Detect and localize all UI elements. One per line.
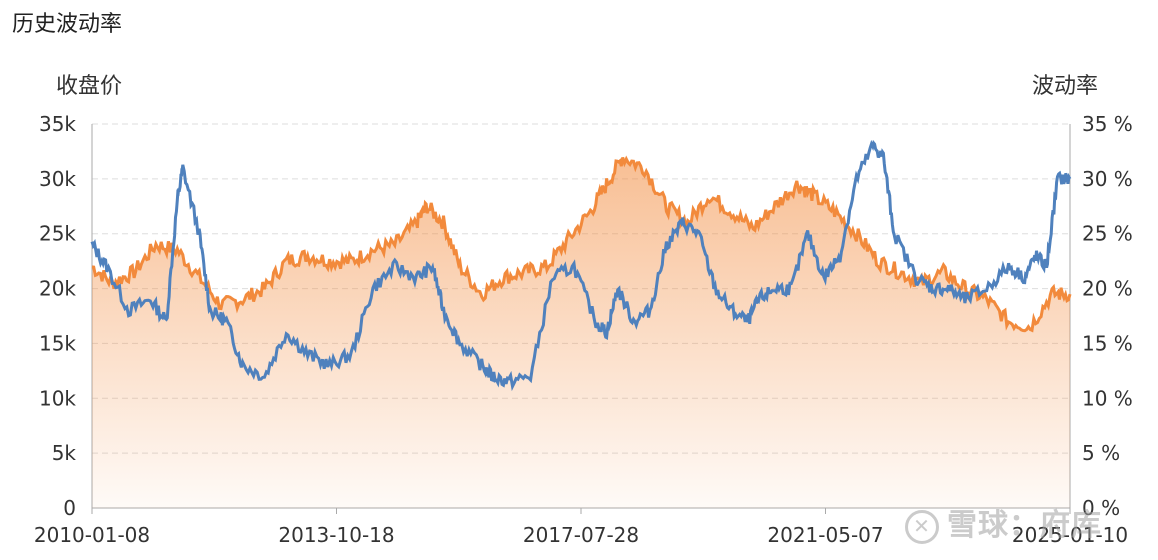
right-axis-ticks: 0 % 5 % 10 % 15 % 20 % 25 % 30 % 35 %	[1082, 112, 1133, 520]
left-tick-label: 15k	[39, 331, 76, 355]
x-tick-label: 2013-10-18	[278, 523, 394, 547]
x-axis-ticks: 2010-01-08 2013-10-18 2017-07-28 2021-05-07…	[34, 508, 1128, 547]
left-axis-ticks: 0 5k 10k 15k 20k 25k 30k 35k	[39, 112, 76, 520]
x-tick-label: 2021-05-07	[767, 523, 883, 547]
left-tick-label: 10k	[39, 386, 76, 410]
watermark: ✕ 雪球：府库	[905, 500, 1102, 544]
x-tick-label: 2017-07-28	[523, 523, 639, 547]
volatility-line	[90, 139, 1072, 392]
left-tick-label: 30k	[39, 167, 76, 191]
left-axis-title: 收盘价	[56, 74, 123, 99]
chart-title: 历史波动率	[12, 12, 123, 37]
left-tick-label: 0	[63, 496, 76, 520]
right-tick-label: 25 %	[1082, 222, 1133, 246]
watermark-text: 雪球：府库	[947, 508, 1102, 543]
right-tick-label: 20 %	[1082, 277, 1133, 301]
right-tick-label: 0 %	[1082, 496, 1120, 520]
right-tick-label: 5 %	[1082, 441, 1120, 465]
left-tick-label: 20k	[39, 277, 76, 301]
right-axis-title: 波动率	[1032, 74, 1099, 99]
price-area	[92, 157, 1070, 508]
x-logo-icon: ✕	[905, 509, 939, 544]
right-tick-label: 15 %	[1082, 331, 1133, 355]
right-tick-label: 30 %	[1082, 167, 1133, 191]
price-line	[91, 155, 1072, 333]
left-tick-label: 35k	[39, 112, 76, 136]
right-tick-label: 35 %	[1082, 112, 1133, 136]
x-tick-label: 2025-01-10	[1012, 523, 1128, 547]
x-tick-label: 2010-01-08	[34, 523, 150, 547]
left-tick-label: 5k	[52, 441, 77, 465]
left-tick-label: 25k	[39, 222, 76, 246]
series-group	[90, 139, 1072, 508]
right-tick-label: 10 %	[1082, 386, 1133, 410]
